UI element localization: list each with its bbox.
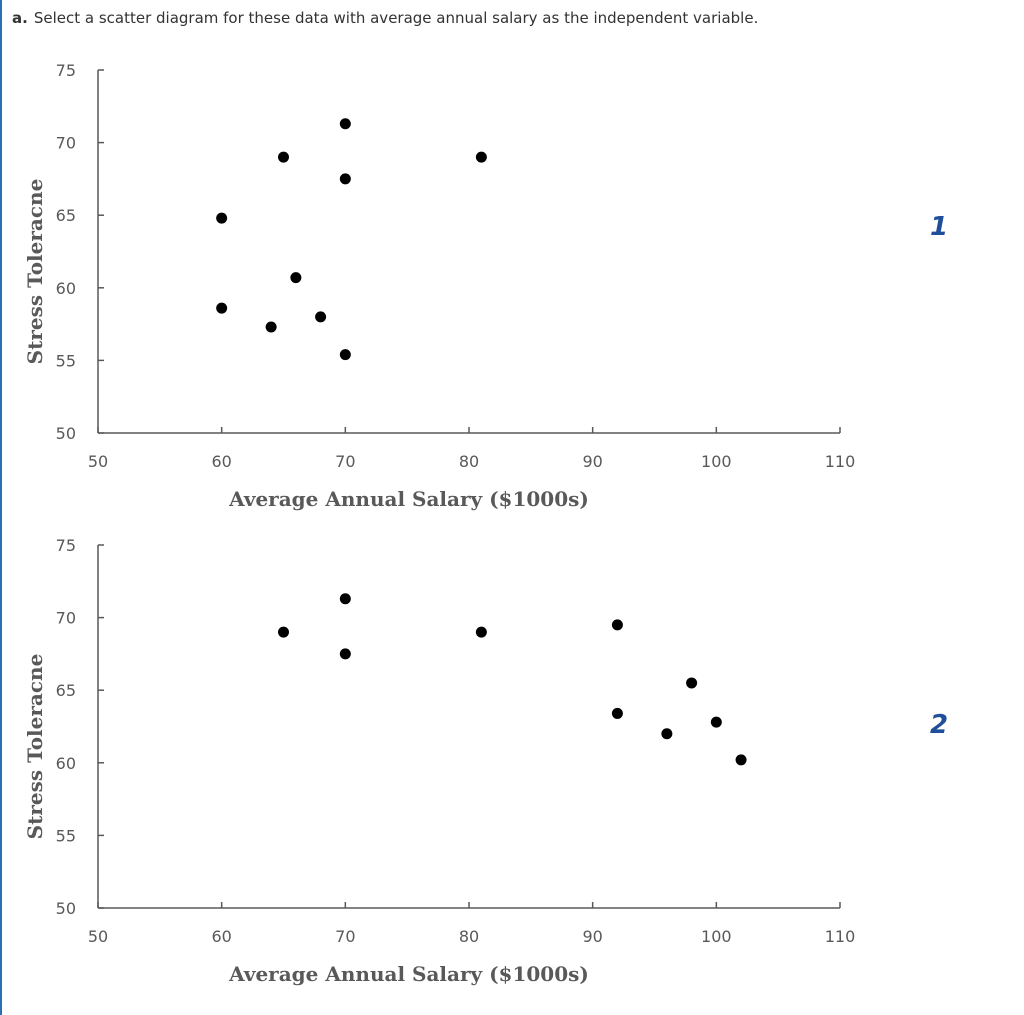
question-label: a. [12, 9, 28, 27]
x-tick-label: 90 [582, 452, 602, 471]
scatter-point [278, 626, 289, 638]
x-tick-label: 60 [211, 452, 231, 471]
y-tick-label: 75 [56, 536, 76, 555]
y-axis-title: Stress Toleracne [23, 654, 47, 840]
scatter-point [611, 619, 623, 631]
scatter-point [475, 151, 487, 163]
question-text: Select a scatter diagram for these data … [33, 9, 759, 27]
x-tick-label: 110 [825, 927, 856, 946]
x-tick-label: 70 [335, 452, 355, 471]
y-tick-label: 65 [56, 206, 76, 225]
y-tick-label: 50 [56, 424, 76, 443]
x-tick-label: 110 [825, 452, 856, 471]
x-tick-label: 80 [459, 927, 479, 946]
scatter-point [661, 728, 673, 740]
scatter-point [278, 151, 289, 163]
scatter-point [216, 302, 228, 314]
scatter-chart-option-2[interactable]: 50 60 70 80 90 100 110 50 55 60 65 70 75 Average Annu… [0, 525, 900, 995]
scatter-point [735, 754, 747, 766]
x-tick-label: 70 [335, 927, 355, 946]
scatter-point [216, 212, 228, 224]
scatter-point [686, 677, 698, 689]
scatter-point [265, 321, 277, 333]
y-tick-label: 55 [56, 351, 76, 370]
y-axis-title: Stress Toleracne [23, 179, 47, 365]
scatter-point [315, 311, 327, 323]
x-tick-label: 100 [701, 452, 732, 471]
y-tick-label: 75 [56, 61, 76, 80]
y-tick-label: 60 [56, 279, 76, 298]
option-number-1: 1 [930, 212, 949, 242]
left-border [0, 0, 2, 1015]
x-tick-label: 50 [88, 927, 108, 946]
scatter-point [339, 648, 351, 660]
x-tick-label: 50 [88, 452, 108, 471]
y-tick-label: 55 [56, 826, 76, 845]
scatter-point [475, 626, 487, 638]
option-number-2: 2 [930, 710, 949, 740]
y-tick-label: 70 [56, 609, 76, 628]
y-tick-label: 70 [56, 134, 76, 153]
x-tick-label: 80 [459, 452, 479, 471]
question-prompt: a. Select a scatter diagram for these dat… [12, 9, 758, 27]
x-tick-label: 90 [582, 927, 602, 946]
x-tick-label: 60 [211, 927, 231, 946]
scatter-point [611, 707, 623, 719]
scatter-point [290, 272, 302, 284]
scatter-chart-option-1[interactable]: 50 60 70 80 90 100 110 50 55 60 65 70 75 Average Annu… [0, 50, 900, 520]
scatter-point [339, 173, 351, 185]
y-tick-label: 65 [56, 681, 76, 700]
x-axis-title: Average Annual Salary ($1000s) [228, 487, 589, 511]
scatter-point [339, 349, 351, 361]
x-axis-title: Average Annual Salary ($1000s) [228, 962, 589, 986]
y-tick-label: 50 [56, 899, 76, 918]
scatter-point [339, 593, 351, 605]
y-tick-label: 60 [56, 754, 76, 773]
scatter-point [339, 118, 351, 130]
scatter-point [710, 716, 722, 728]
x-tick-label: 100 [701, 927, 732, 946]
